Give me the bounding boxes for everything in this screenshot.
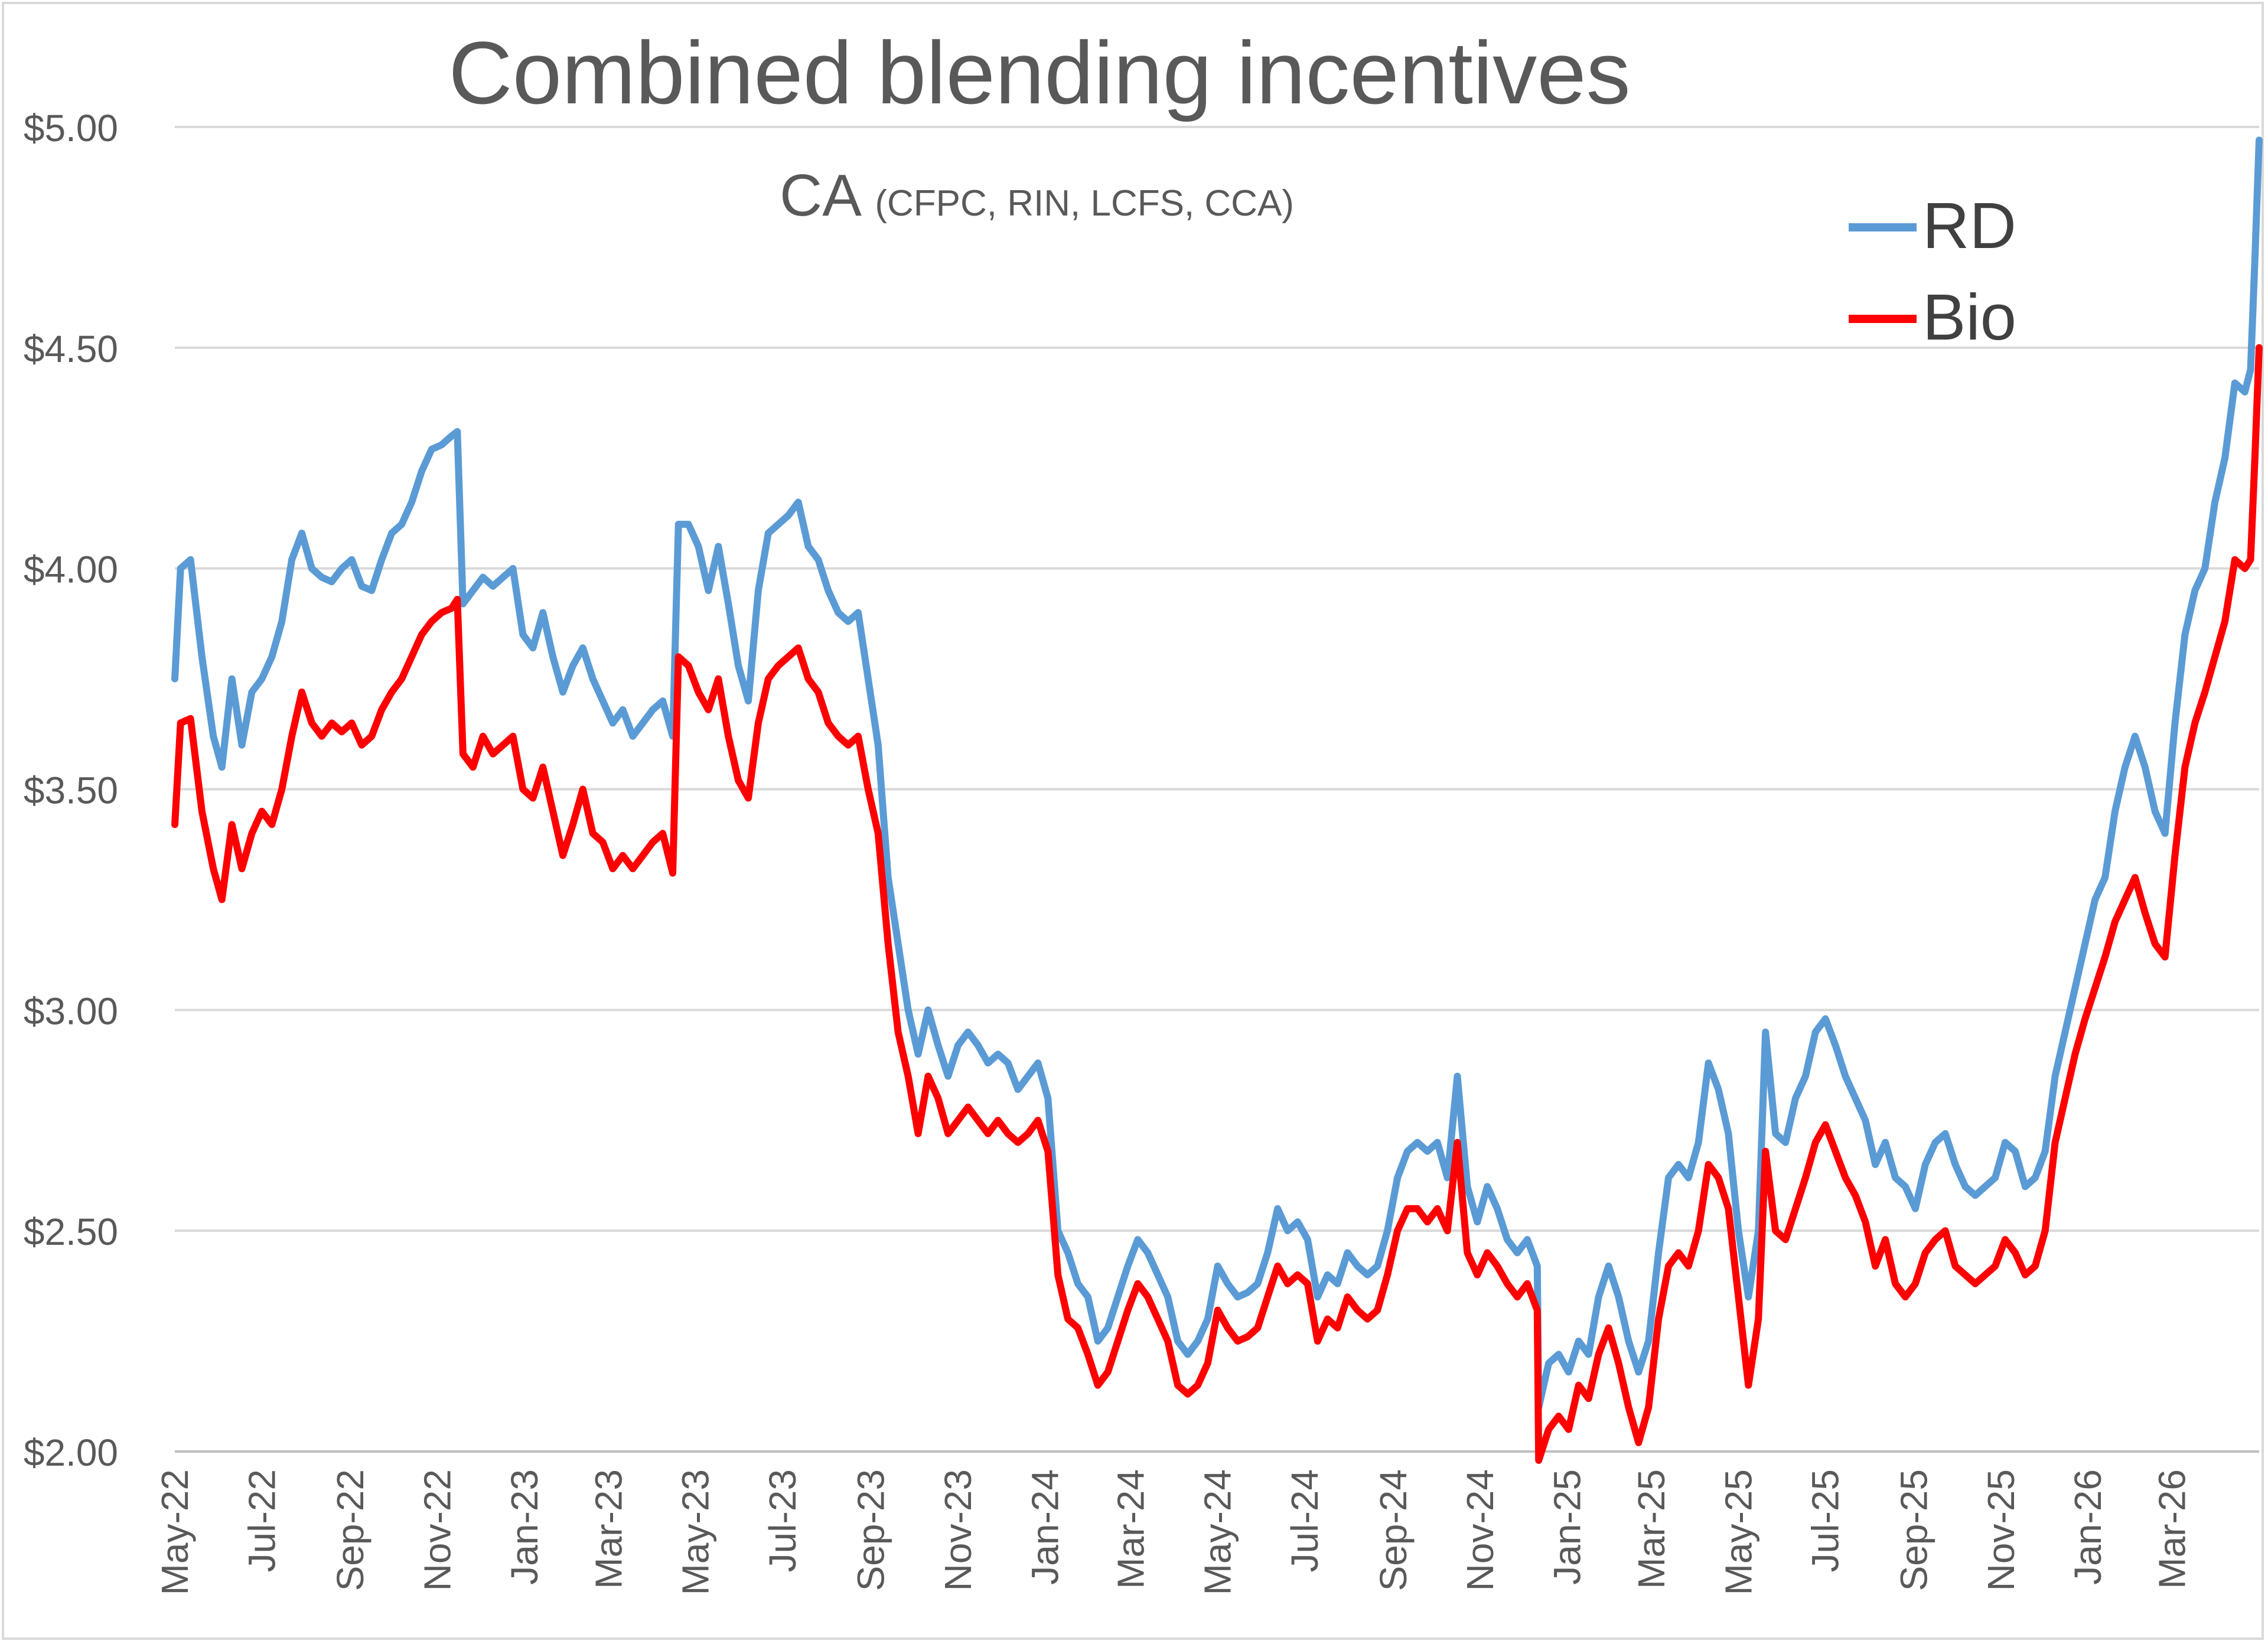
x-tick-label: May-24 [1197,1469,1239,1595]
legend-label-rd: RD [1922,190,2016,262]
x-tick-label: Jul-22 [240,1469,283,1572]
x-tick-label: Jan-25 [1546,1469,1588,1585]
x-tick-label: Jan-23 [503,1469,546,1585]
subtitle-main: CA [780,162,862,229]
x-tick-label: Nov-23 [937,1469,979,1591]
series-line-bio [171,344,2263,1464]
x-tick-label: May-25 [1717,1469,1759,1595]
x-tick-label: Jul-23 [761,1469,804,1572]
x-tick-label: Jul-24 [1283,1469,1326,1572]
y-tick-label: $2.50 [24,1211,118,1253]
x-tick-label: Nov-22 [416,1469,458,1591]
legend-label-bio: Bio [1922,281,2016,354]
x-tick-label: Mar-24 [1109,1469,1152,1589]
x-tick-label: Jan-24 [1024,1469,1066,1585]
x-tick-label: May-23 [674,1469,717,1595]
series-layer [171,136,2263,1464]
x-tick-label: May-22 [154,1469,196,1595]
subtitle-detail: (CFPC, RIN, LCFS, CCA) [875,183,1294,224]
chart-subtitle: CA (CFPC, RIN, LCFS, CCA) [780,162,1294,229]
x-tick-label: Nov-25 [1980,1469,2022,1591]
x-tick-label: Sep-23 [850,1469,892,1591]
y-tick-label: $3.50 [24,769,118,812]
x-tick-label: Jan-26 [2067,1469,2109,1585]
y-tick-label: $4.00 [24,549,118,591]
y-axis-tick-labels: $2.00 $2.50 $3.00 $3.50 $4.00 $4.50 $5.00 [24,107,118,1474]
chart-title: Combined blending incentives [448,23,1630,122]
x-tick-label: Mar-26 [2151,1469,2194,1589]
y-tick-label: $4.50 [24,328,118,370]
y-tick-label: $2.00 [24,1431,118,1474]
x-tick-label: Nov-24 [1459,1469,1501,1591]
x-tick-label: Sep-22 [329,1469,372,1591]
x-tick-label: Mar-23 [587,1469,630,1589]
legend: RD Bio [1849,190,2016,354]
x-axis-tick-labels: May-22 Jul-22 Sep-22 Nov-22 Jan-23 Mar-23 May-… [154,1469,2194,1595]
series-line-rd [171,136,2263,1411]
y-tick-label: $5.00 [24,107,118,149]
x-tick-label: Sep-24 [1372,1469,1415,1591]
x-tick-label: Jul-25 [1804,1469,1847,1572]
x-tick-label: Mar-25 [1630,1469,1673,1589]
y-tick-label: $3.00 [24,990,118,1032]
x-tick-label: Sep-25 [1892,1469,1935,1591]
